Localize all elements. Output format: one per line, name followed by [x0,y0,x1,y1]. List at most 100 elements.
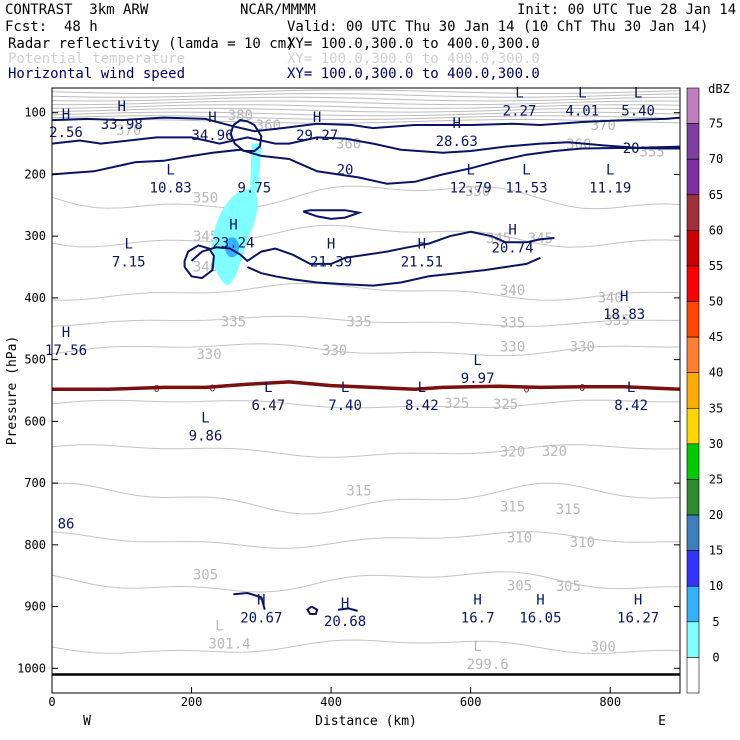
field-label-wind: Horizontal wind speed [8,66,186,82]
colorbar-tick-label: 35 [709,401,723,415]
colorbar-segment [686,657,700,694]
theta-label: 320 [542,444,567,460]
zero-contour-label: 0 [579,383,585,394]
wind-contour [51,136,681,154]
x-tick-label: 800 [599,695,621,709]
colorbar: 0 5 10 15 20 25 30 35 40 45 50 55 60 65 70 75 dBZ [686,82,730,694]
wind-contours: 0 0 0 0 [51,116,681,676]
colorbar-tick-label: 75 [709,117,723,131]
colorbar-segment [686,585,700,623]
valid-time: Valid: 00 UTC Thu 30 Jan 14 (10 ChT Thu … [287,19,709,35]
colorbar-segment [686,550,700,587]
y-axis-label: Pressure (hPa) [5,336,20,446]
theta-contour-upper [51,115,681,121]
wind-extremum-value: 2.27 [503,103,537,119]
colorbar-segment [686,158,700,196]
wind-contour [337,607,358,612]
wind-contour [306,605,319,615]
colorbar-segment [686,514,700,551]
wind-extremum-marker: L [522,162,530,178]
x-tick-label: 400 [320,695,342,709]
wind-contour-label: 20 [337,162,354,178]
wind-extremum-value: 2.56 [49,125,83,141]
theta-contour-upper [51,107,681,113]
plot-background [52,88,680,693]
wind-extremum-marker: H [452,116,460,132]
wind-extremum-marker: L [201,411,209,427]
theta-contour-upper [51,119,681,124]
wind-contour [246,256,541,287]
colorbar-tick-label: 0 [712,650,719,664]
theta-label: 315 [500,500,525,516]
field-xy-reflectivity: XY= 100.0,300.0 to 400.0,300.0 [287,36,540,52]
theta-min-marker: L [215,619,223,635]
theta-contour [51,399,681,409]
field-label-reflectivity: Radar reflectivity (lamda = 10 cm) [8,36,295,52]
wind-extremum-value: 10.83 [150,180,192,196]
wind-extremum-value: 11.19 [589,180,631,196]
colorbar-tick-label: 60 [709,223,723,237]
colorbar-segment [686,479,700,516]
y-tick-label: 500 [24,353,46,367]
wind-extremum-marker: H [634,593,642,609]
y-tick-label: 800 [24,538,46,552]
theta-label: 335 [346,314,371,330]
theta-label: 335 [221,314,246,330]
colorbar-segment [686,621,700,658]
wind-extremum-value: 20.74 [491,240,533,256]
colorbar-tick-label: 55 [709,259,723,273]
theta-min-marker: L [473,639,481,655]
wind-extremum-marker: L [515,85,523,101]
theta-contour-upper [51,104,681,109]
wind-extremum-value: 16.7 [461,611,495,627]
theta-label: 380 [228,108,253,124]
theta-contour [51,639,681,655]
theta-label: 330 [322,343,347,359]
theta-label: 325 [493,397,518,413]
colorbar-tick-label: 65 [709,188,723,202]
wind-extremum-value: 7.15 [112,255,146,271]
wind-extremum-marker: L [125,237,133,253]
wind-extremum-marker: H [229,217,237,233]
colorbar-tick-label: 20 [709,508,723,522]
wind-extremum-marker: H [473,593,481,609]
theta-contour [51,224,681,248]
theta-label: 345 [193,229,218,245]
theta-label: 335 [605,313,630,329]
wind-extremum-value: 17.56 [45,343,87,359]
wind-extremum-marker: H [313,110,321,126]
x-axis-label: Distance (km) [315,714,417,729]
theta-label: 335 [500,316,525,332]
wind-extremum-value: 16.27 [617,611,659,627]
theta-label: 310 [570,535,595,551]
east-label: E [658,714,666,729]
wind-extremum-value: 7.40 [328,398,362,414]
wind-extremum-value: 8.42 [614,398,648,414]
wind-extremum-value: 4.01 [565,103,599,119]
wind-extremum-value: 86 [58,516,75,532]
wind-extremum-marker: L [578,85,586,101]
wind-extremum-marker: H [257,593,265,609]
wind-contour [233,591,266,610]
colorbar-segment [686,265,700,302]
wind-extremum-marker: H [118,99,126,115]
init-time: Init: 00 UTC Tue 28 Jan 14 [517,2,737,18]
colorbar-tick-label: 5 [712,615,719,629]
colorbar-segment [686,407,700,445]
zero-contour-label: 0 [154,384,160,395]
wind-extremum-value: 21.39 [310,255,352,271]
theta-label: 360 [566,137,591,153]
colorbar-segment [686,372,700,409]
contour-labels: 20 20 H 2.56 H 33.98 H 34.96 H 29.27 H 28.63 L 2.27 L 4… [45,85,659,630]
wind-extremum-marker: H [620,289,628,305]
west-label: W [83,714,91,729]
wind-contour [183,244,215,280]
wind-extremum-marker: H [327,237,335,253]
theta-contour [51,482,681,515]
wind-contour [51,116,681,133]
wind-extremum-value: 11.53 [505,180,547,196]
theta-label: 305 [193,567,218,583]
y-tick-label: 1000 [17,661,46,675]
wind-extremum-marker: H [62,107,70,123]
